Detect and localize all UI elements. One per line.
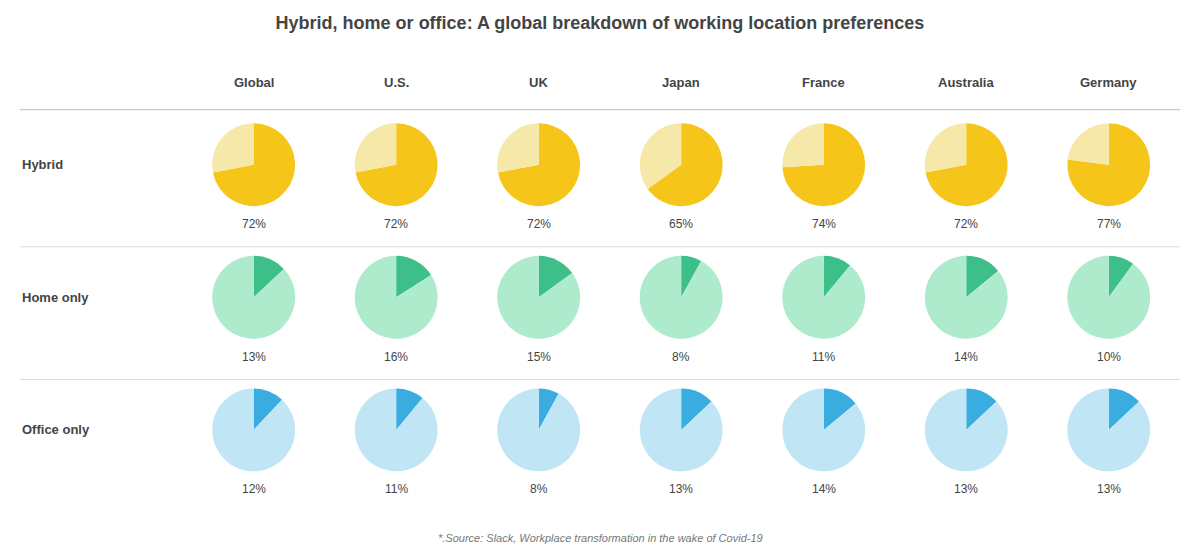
svg-text:16%: 16% xyxy=(384,350,408,364)
svg-text:14%: 14% xyxy=(954,350,978,364)
svg-text:13%: 13% xyxy=(669,482,693,496)
svg-text:65%: 65% xyxy=(669,217,693,231)
svg-text:UK: UK xyxy=(529,75,548,90)
svg-text:10%: 10% xyxy=(1097,350,1121,364)
svg-text:*.Source: Slack, Workplace tra: *.Source: Slack, Workplace transformatio… xyxy=(438,532,763,544)
svg-text:13%: 13% xyxy=(1097,482,1121,496)
svg-text:72%: 72% xyxy=(242,217,266,231)
svg-text:77%: 77% xyxy=(1097,217,1121,231)
svg-text:Global: Global xyxy=(234,75,274,90)
svg-text:Office only: Office only xyxy=(22,422,90,437)
svg-text:Australia: Australia xyxy=(938,75,994,90)
svg-text:13%: 13% xyxy=(954,482,978,496)
svg-text:Home only: Home only xyxy=(22,290,89,305)
svg-text:8%: 8% xyxy=(672,350,690,364)
svg-text:Hybrid: Hybrid xyxy=(22,157,63,172)
svg-text:74%: 74% xyxy=(812,217,836,231)
svg-text:11%: 11% xyxy=(385,482,408,496)
svg-text:12%: 12% xyxy=(242,482,266,496)
svg-text:72%: 72% xyxy=(527,217,551,231)
svg-text:15%: 15% xyxy=(527,350,551,364)
svg-text:Hybrid, home or office: A glob: Hybrid, home or office: A global breakdo… xyxy=(276,13,925,33)
svg-text:U.S.: U.S. xyxy=(384,75,409,90)
svg-text:8%: 8% xyxy=(530,482,548,496)
svg-text:Germany: Germany xyxy=(1080,75,1137,90)
svg-text:11%: 11% xyxy=(812,350,835,364)
svg-text:14%: 14% xyxy=(812,482,836,496)
svg-text:72%: 72% xyxy=(384,217,408,231)
svg-text:72%: 72% xyxy=(954,217,978,231)
svg-text:Japan: Japan xyxy=(662,75,700,90)
svg-text:13%: 13% xyxy=(242,350,266,364)
svg-text:France: France xyxy=(802,75,845,90)
